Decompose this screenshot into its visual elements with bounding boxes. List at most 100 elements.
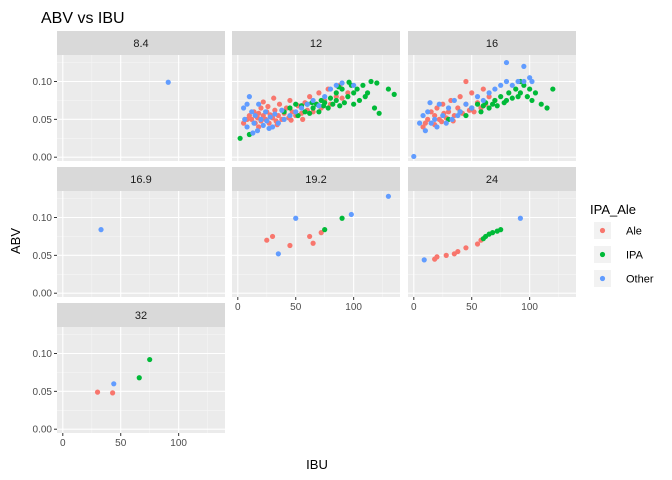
point-ale	[258, 105, 264, 111]
point-other	[246, 94, 252, 100]
x-tick-label: 50	[290, 302, 302, 313]
point-ale	[265, 103, 271, 110]
point-other	[509, 82, 515, 88]
facet-strip-label: 24	[486, 174, 498, 186]
x-tick-label: 0	[60, 438, 66, 449]
point-ipa	[492, 97, 498, 104]
point-ipa	[330, 101, 336, 107]
point-ipa	[489, 101, 496, 107]
point-other	[348, 211, 354, 218]
panel-background	[57, 191, 225, 297]
point-ale	[264, 237, 270, 243]
x-tick-label: 100	[345, 302, 362, 313]
point-other	[527, 75, 533, 81]
point-other	[242, 116, 248, 122]
point-other	[266, 125, 272, 132]
point-ale	[271, 95, 277, 101]
point-ipa	[538, 101, 544, 107]
point-ipa	[362, 94, 368, 100]
legend-label: Ale	[626, 226, 642, 238]
point-ipa	[374, 80, 380, 86]
point-other	[486, 90, 492, 96]
point-ale	[455, 248, 461, 255]
point-other	[333, 82, 339, 88]
facet-strip	[57, 167, 225, 191]
y-tick-label: 0.00	[33, 425, 53, 436]
facet-strip	[57, 31, 225, 55]
y-tick-label: 0.10	[33, 349, 53, 360]
point-other	[322, 94, 328, 100]
point-other	[287, 112, 293, 119]
point-ale	[486, 94, 492, 100]
facet-strip-label: 32	[135, 310, 147, 322]
point-ipa	[354, 86, 360, 92]
point-ipa	[521, 82, 527, 88]
x-tick-label: 50	[115, 438, 127, 449]
point-ipa	[463, 112, 469, 119]
point-other	[385, 193, 392, 199]
point-ipa	[293, 101, 299, 107]
point-other	[425, 109, 431, 115]
point-other	[351, 82, 357, 88]
point-ipa	[356, 97, 363, 104]
facet-panel-24: 24 0 50 100	[408, 167, 576, 313]
point-ale	[272, 107, 278, 113]
y-tick-label: 0.05	[33, 251, 53, 262]
point-ale	[434, 105, 440, 111]
point-ale	[260, 99, 266, 105]
point-other	[469, 105, 475, 111]
legend-item-ale: Ale	[594, 222, 642, 239]
x-axis-title: IBU	[306, 457, 328, 472]
point-other	[521, 78, 527, 85]
point-ipa	[376, 110, 382, 116]
point-other	[445, 105, 452, 111]
y-tick-label: 0.00	[33, 289, 53, 300]
point-other	[515, 78, 521, 85]
point-ale	[439, 119, 445, 125]
point-other	[411, 153, 417, 160]
facet-strip-label: 12	[310, 38, 322, 50]
point-other	[304, 101, 310, 107]
point-ale	[457, 94, 463, 100]
panel-plot-area	[232, 55, 400, 161]
facet-panel-8-4: 8.4 0.00 0.05 0.10	[33, 31, 225, 164]
point-ipa	[237, 135, 243, 141]
point-ipa	[368, 78, 374, 85]
point-ipa	[513, 86, 519, 92]
facet-strip	[232, 31, 400, 55]
point-ale	[300, 116, 306, 122]
panel-plot-area: 0.00 0.05 0.10	[33, 55, 225, 164]
point-other	[421, 257, 427, 263]
point-ipa	[391, 91, 397, 97]
point-ipa	[498, 94, 504, 100]
point-ipa	[346, 79, 352, 85]
point-other	[293, 109, 299, 115]
point-ale	[287, 97, 293, 104]
point-ipa	[147, 356, 153, 363]
point-ipa	[498, 227, 504, 233]
point-ale	[307, 233, 313, 240]
facet-strip-label: 16	[486, 38, 498, 50]
point-other	[529, 78, 535, 85]
facet-panel-16: 16	[408, 31, 576, 161]
point-other	[498, 82, 504, 88]
point-ale	[425, 116, 431, 122]
point-ipa	[527, 86, 533, 92]
point-other	[432, 116, 438, 122]
facet-strip	[408, 31, 576, 55]
point-ale	[469, 90, 475, 96]
point-ale	[276, 101, 283, 107]
point-ale	[463, 78, 469, 85]
point-ipa	[136, 375, 142, 381]
point-other	[165, 79, 171, 85]
point-ipa	[322, 100, 328, 106]
chart-title: ABV vs IBU	[41, 10, 125, 27]
point-ipa	[287, 105, 293, 111]
point-other	[428, 120, 434, 126]
panel-background	[57, 55, 225, 161]
panel-plot-area: 0 50 100	[232, 191, 400, 313]
point-other	[416, 120, 423, 126]
point-ipa	[351, 90, 357, 96]
point-ipa	[364, 90, 371, 96]
point-ipa	[337, 103, 343, 109]
